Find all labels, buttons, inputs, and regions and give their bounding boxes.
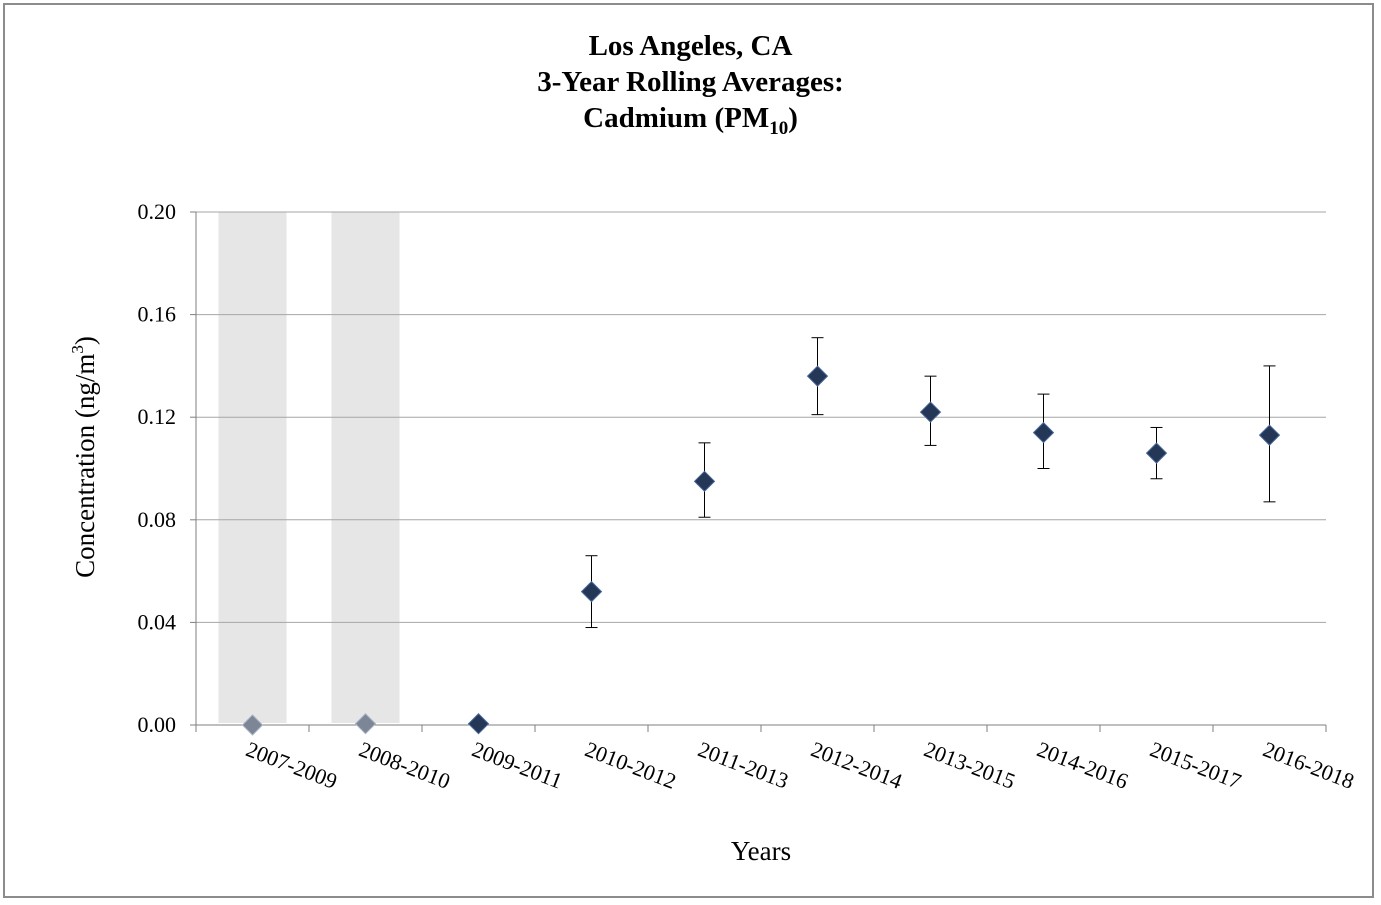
chart-title: Los Angeles, CA 3-Year Rolling Averages:…	[0, 28, 1381, 139]
y-tick-label: 0.08	[138, 507, 177, 532]
x-tick-label-2016-2018: 2016-2018	[1260, 736, 1358, 794]
data-point-2014-2016	[1032, 421, 1055, 444]
data-point-2007-2009	[241, 714, 264, 736]
x-tick-label-2015-2017: 2015-2017	[1147, 736, 1245, 794]
data-point-2009-2011	[467, 713, 490, 735]
x-tick-label-2009-2011: 2009-2011	[469, 736, 566, 793]
title-line-3-main: Cadmium (PM	[583, 102, 770, 134]
x-tick-label-2008-2010: 2008-2010	[356, 736, 454, 794]
title-line-3-end: )	[788, 102, 798, 134]
x-tick-label-2012-2014: 2012-2014	[808, 736, 906, 794]
y-axis-title-main: Concentration (ng/m	[70, 354, 100, 578]
y-tick-label: 0.16	[138, 302, 177, 327]
data-point-2011-2013	[693, 470, 716, 493]
data-point-2013-2015	[919, 401, 942, 423]
x-tick-label-2013-2015: 2013-2015	[921, 736, 1019, 794]
shaded-band-2008-2010	[331, 212, 400, 723]
x-tick-label-2010-2012: 2010-2012	[582, 736, 680, 794]
data-point-2015-2017	[1145, 442, 1168, 464]
data-point-2012-2014	[806, 365, 829, 387]
x-axis-title: Years	[731, 836, 791, 866]
x-tick-label-2011-2013: 2011-2013	[695, 736, 792, 793]
x-tick-label-2007-2009: 2007-2009	[243, 736, 341, 794]
y-axis-title: Concentration (ng/m3)	[68, 336, 100, 578]
title-line-3-sub: 10	[769, 117, 789, 139]
y-tick-label: 0.12	[138, 404, 177, 429]
title-line-1: Los Angeles, CA	[588, 30, 793, 62]
title-line-2: 3-Year Rolling Averages:	[537, 66, 844, 98]
data-point-2010-2012	[580, 580, 603, 603]
y-axis-title-end: )	[70, 336, 100, 345]
y-tick-label: 0.20	[138, 199, 177, 224]
data-point-2016-2018	[1258, 424, 1281, 446]
x-tick-label-2014-2016: 2014-2016	[1034, 736, 1132, 794]
y-tick-label: 0.04	[138, 609, 177, 634]
title-line-3: Cadmium (PM10)	[0, 100, 1381, 139]
data-point-2008-2010	[354, 713, 377, 735]
y-tick-label: 0.00	[138, 712, 177, 737]
shaded-band-2007-2009	[218, 212, 287, 723]
y-axis-title-sup: 3	[68, 345, 87, 354]
